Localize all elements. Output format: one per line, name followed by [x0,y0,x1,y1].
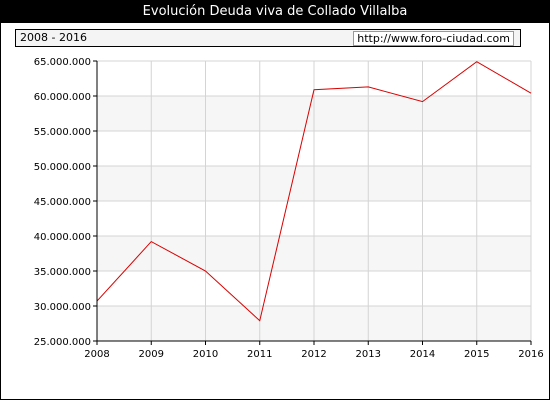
source-link[interactable]: http://www.foro-ciudad.com [353,31,514,46]
x-tick-label: 2016 [518,349,543,360]
x-tick-label: 2008 [84,349,109,360]
x-tick-label: 2010 [193,349,218,360]
x-tick-label: 2011 [247,349,272,360]
y-tick-label: 65.000.000 [34,57,91,68]
gridlines [96,60,532,342]
y-tick-label: 30.000.000 [34,302,91,313]
x-tick-label: 2013 [356,349,381,360]
x-tick-label: 2015 [464,349,489,360]
y-tick-label: 25.000.000 [34,337,91,348]
series-line [96,61,532,322]
x-tick-label: 2012 [301,349,326,360]
x-tick-label: 2014 [410,349,435,360]
x-tick-label: 2009 [139,349,164,360]
y-tick-label: 40.000.000 [34,232,91,243]
x-axis-ticks: 2008 2009 2010 2011 2012 2013 2014 2015 2016 [84,341,544,360]
year-range-label: 2008 - 2016 [20,31,87,44]
y-tick-label: 55.000.000 [34,127,91,138]
y-tick-label: 35.000.000 [34,267,91,278]
info-bar: 2008 - 2016 http://www.foro-ciudad.com [15,29,521,47]
series-group [96,61,532,322]
y-tick-label: 45.000.000 [34,197,91,208]
y-tick-label: 60.000.000 [34,92,91,103]
axes [96,61,531,342]
y-axis-ticks: 25.000.000 30.000.000 35.000.000 40.000.000… [34,57,97,348]
chart-title: Evolución Deuda viva de Collado Villalba [1,1,549,23]
y-tick-label: 50.000.000 [34,162,91,173]
